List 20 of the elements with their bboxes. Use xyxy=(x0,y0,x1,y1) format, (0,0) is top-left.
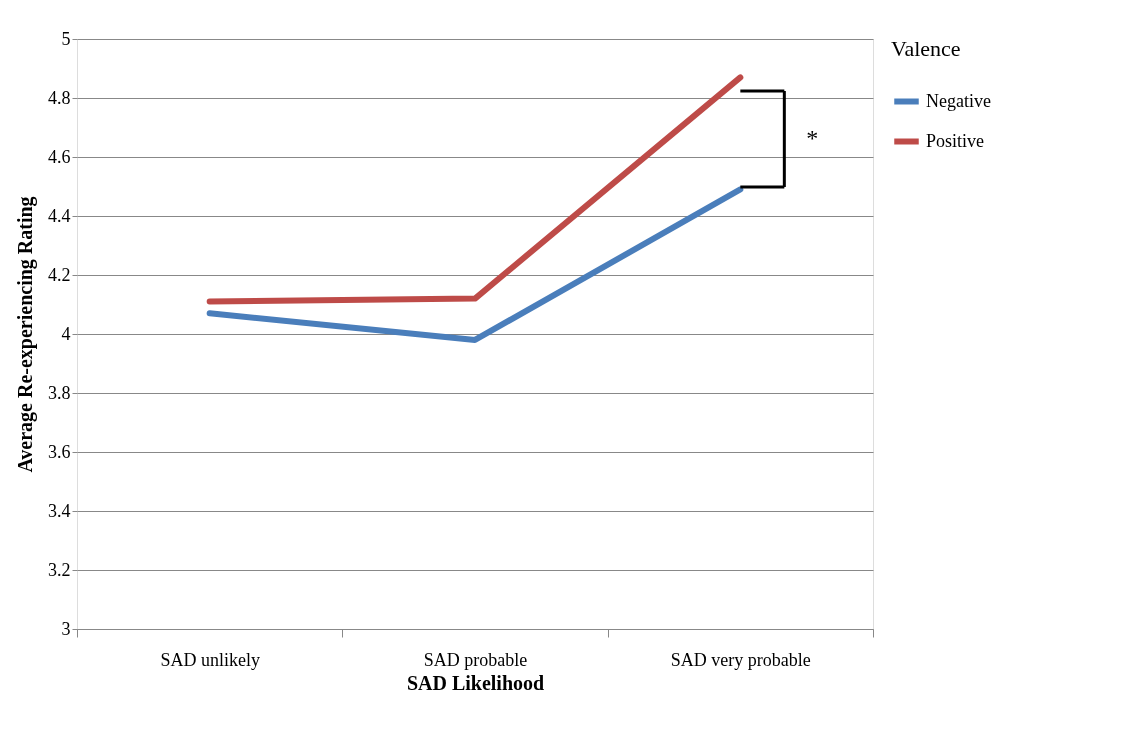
y-tick-label: 3.4 xyxy=(48,500,71,521)
y-tick-label: 4.4 xyxy=(48,205,71,226)
y-tick-label: 4.2 xyxy=(48,264,71,285)
legend-label: Negative xyxy=(926,90,991,111)
y-tick-label: 3.6 xyxy=(48,441,71,462)
legend-title: Valence xyxy=(891,36,961,61)
y-tick-label: 5 xyxy=(61,28,71,49)
legend-label: Positive xyxy=(926,130,985,151)
x-axis-title: SAD Likelihood xyxy=(406,671,545,694)
annotation: * xyxy=(806,125,819,151)
y-tick-label: 4.6 xyxy=(48,146,71,167)
y-tick-label: 3.2 xyxy=(48,559,71,580)
y-tick-label: 4.8 xyxy=(48,87,71,108)
x-tick-label: SAD very probable xyxy=(670,649,811,670)
x-tick-label: SAD probable xyxy=(423,649,528,670)
y-tick-label: 4 xyxy=(61,323,71,344)
x-tick-label: SAD unlikely xyxy=(160,649,260,670)
y-axis-title: Average Re-experiencing Rating xyxy=(14,196,37,473)
y-tick-label: 3.8 xyxy=(48,382,71,403)
y-tick-label: 3 xyxy=(61,618,71,639)
